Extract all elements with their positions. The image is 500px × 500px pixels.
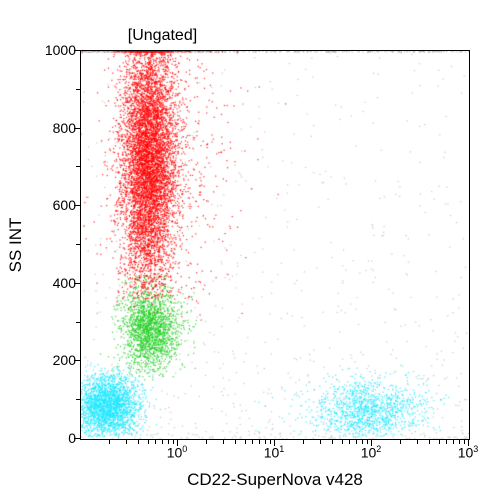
x-tick-label: 102	[361, 444, 382, 461]
x-minor-tick	[252, 440, 253, 444]
y-minor-tick	[76, 89, 80, 90]
plot-area	[80, 50, 470, 440]
y-tick-mark	[74, 205, 80, 206]
x-minor-tick	[332, 440, 333, 444]
x-minor-tick	[464, 440, 465, 444]
x-minor-tick	[173, 440, 174, 444]
y-tick-label: 400	[53, 275, 76, 291]
x-minor-tick	[223, 440, 224, 444]
y-tick-mark	[74, 438, 80, 439]
x-axis-label: CD22-SuperNova v428	[187, 470, 363, 490]
y-axis-label: SS INT	[6, 218, 26, 273]
y-tick-mark	[74, 283, 80, 284]
x-minor-tick	[259, 440, 260, 444]
x-minor-tick	[417, 440, 418, 444]
title-line-1: [Ungated]	[128, 27, 197, 44]
x-minor-tick	[138, 440, 139, 444]
x-minor-tick	[109, 440, 110, 444]
x-minor-tick	[400, 440, 401, 444]
x-minor-tick	[206, 440, 207, 444]
y-tick-mark	[74, 128, 80, 129]
x-minor-tick	[459, 440, 460, 444]
y-tick-label: 600	[53, 197, 76, 213]
x-minor-tick	[168, 440, 169, 444]
x-minor-tick	[126, 440, 127, 444]
x-tick-label: 103	[458, 444, 479, 461]
y-tick-label: 1000	[45, 42, 76, 58]
x-minor-tick	[162, 440, 163, 444]
x-tick-mark	[371, 440, 372, 446]
y-tick-mark	[74, 360, 80, 361]
x-minor-tick	[270, 440, 271, 444]
x-minor-tick	[429, 440, 430, 444]
x-tick-mark	[274, 440, 275, 446]
y-tick-mark	[74, 50, 80, 51]
scatter-canvas	[81, 51, 469, 439]
y-minor-tick	[76, 244, 80, 245]
x-tick-mark	[468, 440, 469, 446]
x-minor-tick	[356, 440, 357, 444]
x-minor-tick	[367, 440, 368, 444]
y-minor-tick	[76, 322, 80, 323]
figure: { "chart": { "type": "scatter", "title_l…	[0, 0, 500, 500]
x-minor-tick	[320, 440, 321, 444]
y-tick-label: 800	[53, 120, 76, 136]
x-minor-tick	[342, 440, 343, 444]
x-tick-mark	[177, 440, 178, 446]
y-minor-tick	[76, 166, 80, 167]
x-minor-tick	[265, 440, 266, 444]
x-minor-tick	[235, 440, 236, 444]
x-minor-tick	[362, 440, 363, 444]
x-minor-tick	[453, 440, 454, 444]
x-minor-tick	[439, 440, 440, 444]
x-minor-tick	[148, 440, 149, 444]
y-minor-tick	[76, 399, 80, 400]
x-minor-tick	[155, 440, 156, 444]
x-minor-tick	[303, 440, 304, 444]
x-tick-label: 101	[264, 444, 285, 461]
x-minor-tick	[349, 440, 350, 444]
x-minor-tick	[245, 440, 246, 444]
x-minor-tick	[446, 440, 447, 444]
y-tick-label: 200	[53, 352, 76, 368]
x-tick-label: 100	[167, 444, 188, 461]
